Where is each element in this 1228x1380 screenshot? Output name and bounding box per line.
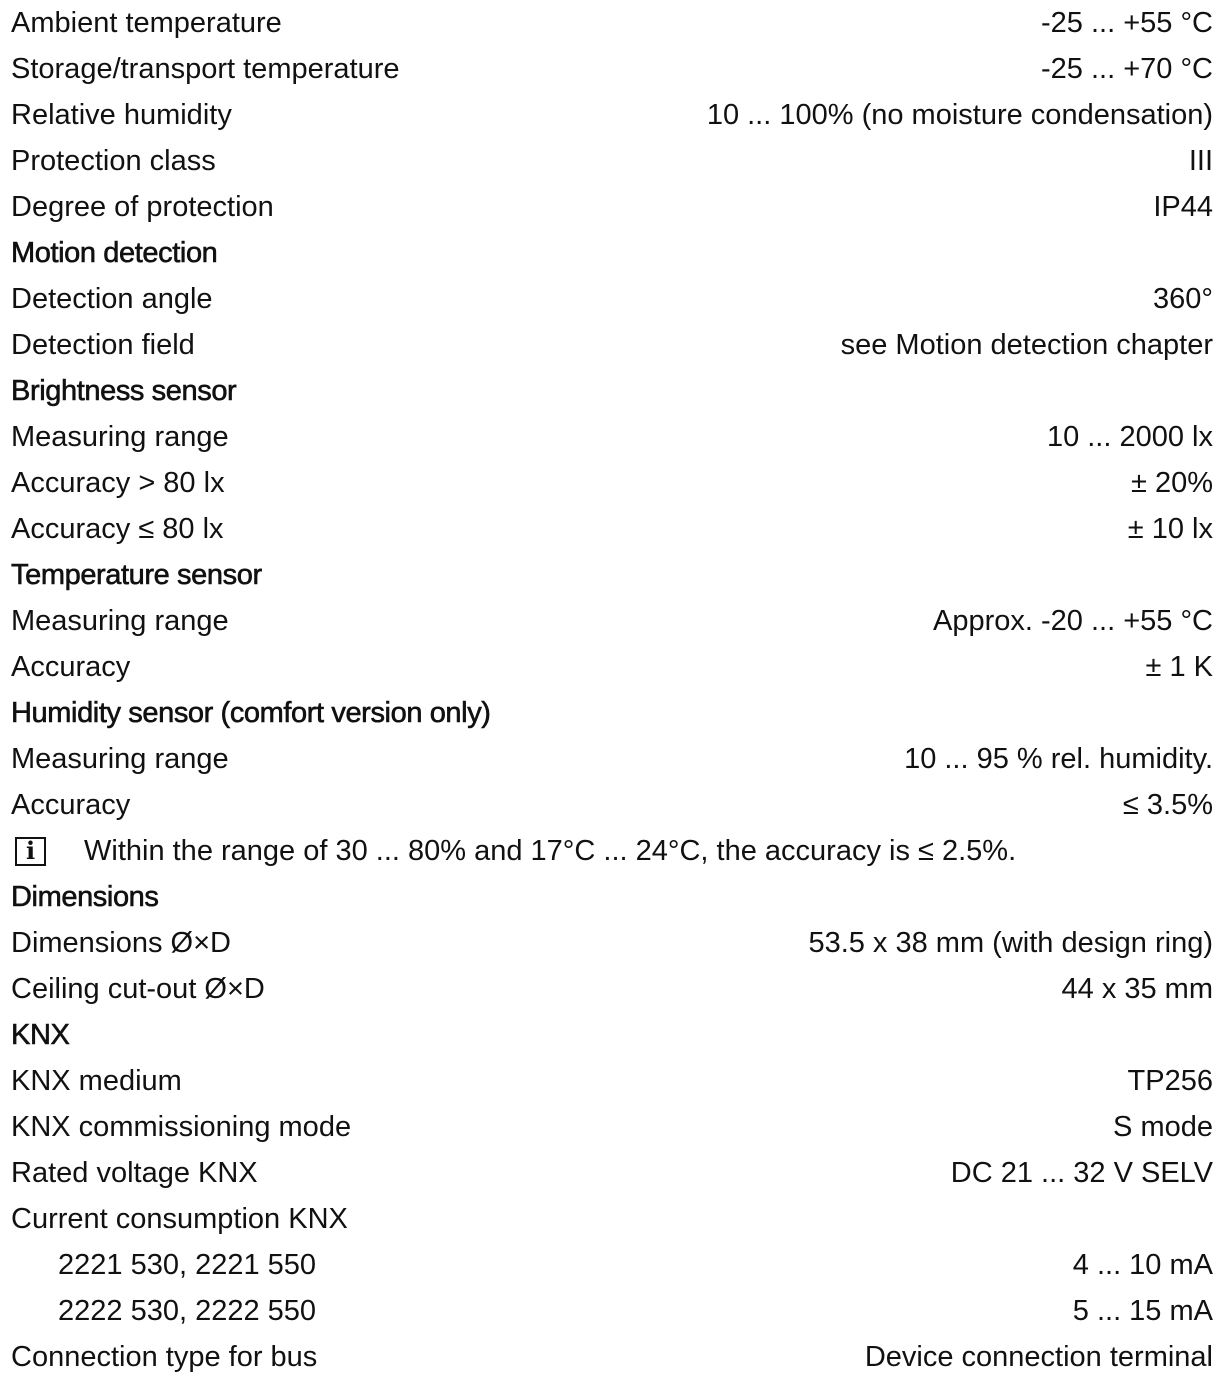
spec-row-knx-commissioning-mode: KNX commissioning mode S mode bbox=[11, 1104, 1213, 1150]
spec-row-ambient-temperature: Ambient temperature -25 ... +55 °C bbox=[11, 0, 1213, 46]
section-heading-temperature-sensor: Temperature sensor bbox=[11, 559, 263, 592]
spec-value: see Motion detection chapter bbox=[840, 329, 1213, 361]
spec-label: Measuring range bbox=[11, 743, 229, 775]
spec-row-brightness-accuracy-high: Accuracy > 80 lx ± 20% bbox=[11, 460, 1213, 506]
spec-row-humidity-measuring-range: Measuring range 10 ... 95 % rel. humidit… bbox=[11, 736, 1213, 782]
spec-row-brightness-measuring-range: Measuring range 10 ... 2000 lx bbox=[11, 414, 1213, 460]
spec-row-dimensions: Dimensions Ø×D 53.5 x 38 mm (with design… bbox=[11, 920, 1213, 966]
spec-value: ≤ 3.5% bbox=[1122, 789, 1213, 821]
section-heading-brightness-sensor: Brightness sensor bbox=[11, 375, 237, 408]
section-heading-dimensions: Dimensions bbox=[11, 881, 160, 914]
spec-label: Ceiling cut-out Ø×D bbox=[11, 973, 265, 1005]
spec-value: 10 ... 2000 lx bbox=[1046, 421, 1213, 453]
spec-label: Current consumption KNX bbox=[11, 1203, 348, 1235]
spec-label: Degree of protection bbox=[11, 191, 274, 223]
info-icon: i bbox=[15, 836, 46, 866]
spec-row-humidity-accuracy: Accuracy ≤ 3.5% bbox=[11, 782, 1213, 828]
spec-label: 2222 530, 2222 550 bbox=[58, 1295, 317, 1327]
spec-row-storage-temperature: Storage/transport temperature -25 ... +7… bbox=[11, 46, 1213, 92]
spec-row-temperature-measuring-range: Measuring range Approx. -20 ... +55 °C bbox=[11, 598, 1213, 644]
spec-label: Relative humidity bbox=[11, 99, 232, 131]
info-note-text: Within the range of 30 ... 80% and 17°C … bbox=[84, 834, 1017, 867]
spec-value: TP256 bbox=[1127, 1065, 1213, 1097]
info-note: i Within the range of 30 ... 80% and 17°… bbox=[11, 828, 1213, 874]
spec-label: Accuracy > 80 lx bbox=[11, 467, 225, 499]
spec-value: S mode bbox=[1113, 1111, 1213, 1143]
spec-value: IP44 bbox=[1153, 191, 1213, 223]
spec-value: 5 ... 15 mA bbox=[1072, 1295, 1213, 1327]
spec-label: Measuring range bbox=[11, 605, 229, 637]
spec-row-current-consumption-2222: 2222 530, 2222 550 5 ... 15 mA bbox=[11, 1288, 1213, 1334]
spec-row-brightness-accuracy-low: Accuracy ≤ 80 lx ± 10 lx bbox=[11, 506, 1213, 552]
spec-row-protection-class: Protection class III bbox=[11, 138, 1213, 184]
spec-label: Accuracy bbox=[11, 789, 131, 821]
spec-row-knx-medium: KNX medium TP256 bbox=[11, 1058, 1213, 1104]
spec-label: Detection angle bbox=[11, 283, 213, 315]
spec-value: III bbox=[1188, 145, 1213, 177]
spec-value: ± 1 K bbox=[1145, 651, 1213, 683]
spec-value: 53.5 x 38 mm (with design ring) bbox=[808, 927, 1213, 959]
spec-row-ceiling-cut-out: Ceiling cut-out Ø×D 44 x 35 mm bbox=[11, 966, 1213, 1012]
spec-row-detection-field: Detection field see Motion detection cha… bbox=[11, 322, 1213, 368]
spec-label: Dimensions Ø×D bbox=[11, 927, 231, 959]
spec-value: 10 ... 95 % rel. humidity. bbox=[904, 743, 1213, 775]
spec-label: Accuracy bbox=[11, 651, 131, 683]
spec-value: 10 ... 100% (no moisture condensation) bbox=[706, 99, 1213, 131]
spec-row-degree-of-protection: Degree of protection IP44 bbox=[11, 184, 1213, 230]
spec-row-relative-humidity: Relative humidity 10 ... 100% (no moistu… bbox=[11, 92, 1213, 138]
spec-value: ± 10 lx bbox=[1127, 513, 1213, 545]
spec-label: Detection field bbox=[11, 329, 195, 361]
spec-row-current-consumption-2221: 2221 530, 2221 550 4 ... 10 mA bbox=[11, 1242, 1213, 1288]
section-heading-motion-detection: Motion detection bbox=[11, 237, 218, 270]
spec-label: Connection type for bus bbox=[11, 1341, 318, 1373]
spec-value: 360° bbox=[1153, 283, 1213, 315]
spec-value: Approx. -20 ... +55 °C bbox=[933, 605, 1213, 637]
spec-value: Device connection terminal bbox=[864, 1341, 1213, 1373]
spec-value: ± 20% bbox=[1130, 467, 1213, 499]
spec-label: KNX commissioning mode bbox=[11, 1111, 352, 1143]
spec-label: Measuring range bbox=[11, 421, 229, 453]
spec-value: 4 ... 10 mA bbox=[1072, 1249, 1213, 1281]
spec-row-rated-voltage-knx: Rated voltage KNX DC 21 ... 32 V SELV bbox=[11, 1150, 1213, 1196]
spec-label: Protection class bbox=[11, 145, 216, 177]
section-heading-humidity-sensor: Humidity sensor (comfort version only) bbox=[11, 697, 492, 730]
spec-value: DC 21 ... 32 V SELV bbox=[950, 1157, 1213, 1189]
spec-value: -25 ... +55 °C bbox=[1041, 7, 1213, 39]
spec-label: Ambient temperature bbox=[11, 7, 282, 39]
spec-row-detection-angle: Detection angle 360° bbox=[11, 276, 1213, 322]
spec-label: Accuracy ≤ 80 lx bbox=[11, 513, 224, 545]
spec-row-current-consumption-knx: Current consumption KNX bbox=[11, 1196, 1213, 1242]
spec-label: Rated voltage KNX bbox=[11, 1157, 258, 1189]
spec-label: Storage/transport temperature bbox=[11, 53, 400, 85]
spec-label: KNX medium bbox=[11, 1065, 182, 1097]
spec-row-temperature-accuracy: Accuracy ± 1 K bbox=[11, 644, 1213, 690]
spec-value: -25 ... +70 °C bbox=[1041, 53, 1213, 85]
spec-value: 44 x 35 mm bbox=[1061, 973, 1214, 1005]
section-heading-knx: KNX bbox=[11, 1019, 70, 1052]
spec-row-connection-type-for-bus: Connection type for bus Device connectio… bbox=[11, 1334, 1213, 1380]
spec-label: 2221 530, 2221 550 bbox=[58, 1249, 317, 1281]
